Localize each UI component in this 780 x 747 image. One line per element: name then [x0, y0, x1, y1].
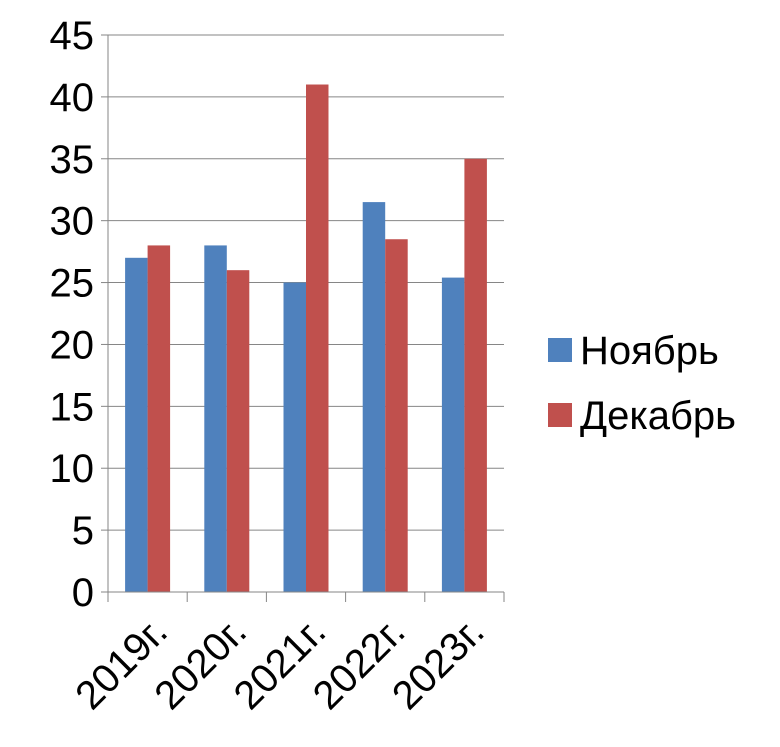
legend-label: Декабрь — [580, 394, 736, 438]
y-tick-label: 5 — [72, 509, 94, 553]
bar-Ноябрь-2020г. — [204, 245, 227, 592]
bar-Декабрь-2021г. — [306, 84, 329, 592]
legend-swatch — [548, 338, 572, 362]
x-tick-label: 2021г. — [226, 609, 335, 718]
legend-label: Ноябрь — [580, 329, 719, 373]
y-tick-label: 30 — [50, 200, 95, 244]
x-tick-label: 2020г. — [146, 609, 255, 718]
legend: Ноябрь Декабрь — [548, 329, 736, 438]
y-tick-label: 25 — [50, 262, 95, 306]
x-tick-label: 2022г. — [305, 609, 414, 718]
bar-Ноябрь-2019г. — [125, 257, 148, 592]
y-tick-label: 45 — [50, 14, 95, 58]
bar-Декабрь-2023г. — [464, 158, 487, 592]
bar-Декабрь-2020г. — [226, 270, 250, 592]
x-tick-label: 2019г. — [67, 609, 176, 718]
x-axis-tick-labels: 2019г.2020г.2021г.2022г.2023г. — [67, 609, 493, 718]
bars — [125, 84, 487, 592]
x-tick-label: 2023г. — [384, 609, 493, 718]
bar-Декабрь-2019г. — [147, 245, 171, 592]
bar-Ноябрь-2022г. — [362, 202, 386, 592]
axes — [101, 34, 505, 602]
y-axis-tick-labels: 0 5 10 15 20 25 30 35 40 45 — [50, 14, 95, 615]
bar-Декабрь-2022г. — [385, 239, 408, 592]
y-tick-label: 10 — [50, 447, 95, 491]
bar-Ноябрь-2023г. — [441, 277, 465, 592]
bar-Ноябрь-2021г. — [283, 282, 306, 592]
y-tick-label: 40 — [50, 76, 95, 120]
y-tick-label: 35 — [50, 138, 95, 182]
legend-swatch — [548, 403, 572, 427]
y-tick-label: 20 — [50, 323, 95, 367]
y-tick-label: 0 — [72, 571, 94, 615]
y-tick-label: 15 — [50, 385, 95, 429]
